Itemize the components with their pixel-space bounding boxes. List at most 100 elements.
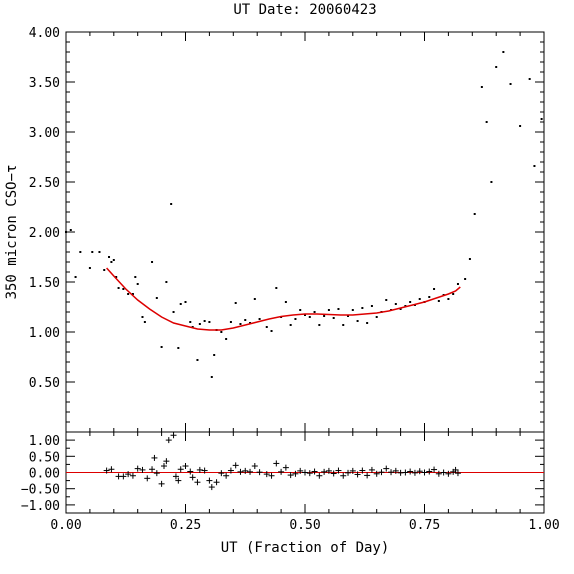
data-point (208, 321, 211, 323)
data-point (490, 181, 493, 183)
data-point (332, 317, 335, 319)
data-point (88, 267, 91, 269)
residual-point (201, 467, 208, 474)
residual-point (223, 472, 230, 479)
residual-point (311, 468, 318, 475)
residual-point (163, 458, 170, 465)
data-point (258, 318, 261, 320)
residual-point (263, 471, 270, 478)
residual-point (426, 468, 433, 475)
data-point (189, 321, 192, 323)
residual-point (273, 460, 280, 467)
residual-point (364, 472, 371, 479)
residual-point (383, 465, 390, 472)
residual-point (206, 477, 213, 484)
main-plot-panel: 0.50 1.00 1.50 2.00 2.50 3.00 3.50 4.00 (29, 26, 545, 433)
data-point (203, 320, 206, 322)
residual-y-tick-label: 0.00 (29, 467, 60, 482)
residual-point (388, 469, 395, 476)
residual-point (378, 469, 385, 476)
main-y-tick-label: 2.00 (29, 226, 60, 241)
main-frame (65, 31, 545, 433)
data-point (155, 297, 158, 299)
main-y-tick-label: 1.50 (29, 276, 60, 291)
residual-point (321, 468, 328, 475)
data-point (509, 83, 512, 85)
data-point (533, 165, 536, 167)
data-point (184, 301, 187, 303)
residual-point (182, 463, 189, 470)
data-point (172, 311, 175, 313)
data-point (253, 298, 256, 300)
residual-point (177, 466, 184, 473)
residual-y-tick-label: −1.00 (21, 499, 60, 514)
residual-point (282, 464, 289, 471)
data-point (249, 322, 252, 324)
residual-point (227, 467, 234, 474)
data-point (151, 261, 154, 263)
data-point (244, 319, 247, 321)
residual-point (421, 469, 428, 476)
residual-point (330, 470, 337, 477)
residual-point (287, 472, 294, 479)
data-point (91, 251, 94, 253)
data-point (143, 321, 146, 323)
x-tick-label: 0.25 (170, 518, 201, 533)
data-point (351, 309, 354, 311)
data-point (131, 293, 134, 295)
data-point (528, 78, 531, 80)
data-point (485, 121, 488, 123)
residual-point (172, 473, 179, 480)
residual-point (392, 467, 399, 474)
residual-point (416, 468, 423, 475)
residual-point (149, 466, 156, 473)
residual-point (440, 469, 447, 476)
data-point (127, 293, 130, 295)
x-tick-label: 0.00 (50, 518, 81, 533)
residual-point (153, 470, 160, 477)
data-point (229, 321, 232, 323)
residual-y-tick-label: 0.50 (29, 450, 60, 465)
residual-point (268, 472, 275, 479)
data-point (327, 309, 330, 311)
data-point (136, 283, 139, 285)
data-point (308, 316, 311, 318)
data-point (428, 296, 431, 298)
residual-point (445, 470, 452, 477)
residual-point (187, 468, 194, 475)
data-point (399, 308, 402, 310)
data-point (394, 303, 397, 305)
data-point (239, 323, 242, 325)
data-point (370, 305, 373, 307)
residual-point (411, 469, 418, 476)
data-point (170, 203, 173, 205)
residual-point (306, 470, 313, 477)
residual-point (189, 474, 196, 481)
data-point (473, 213, 476, 215)
data-point (270, 330, 273, 332)
residual-point (292, 470, 299, 477)
data-point (112, 259, 115, 261)
data-point (141, 316, 144, 318)
data-point (134, 276, 137, 278)
data-point (375, 316, 378, 318)
residual-point (256, 469, 263, 476)
data-point (418, 298, 421, 300)
data-point (69, 229, 72, 231)
data-point (275, 287, 278, 289)
data-point (284, 301, 287, 303)
data-point (540, 118, 543, 120)
residual-point (139, 466, 146, 473)
data-point (177, 347, 180, 349)
residual-point (251, 463, 258, 470)
chart-title: UT Date: 20060423 (233, 2, 376, 18)
data-point (452, 293, 455, 295)
residual-point (242, 467, 249, 474)
residual-point (302, 469, 308, 476)
residual-point (431, 466, 438, 473)
data-point (464, 278, 467, 280)
main-y-tick-label: 3.50 (29, 76, 60, 91)
data-point (409, 301, 412, 303)
residual-point (278, 468, 285, 475)
